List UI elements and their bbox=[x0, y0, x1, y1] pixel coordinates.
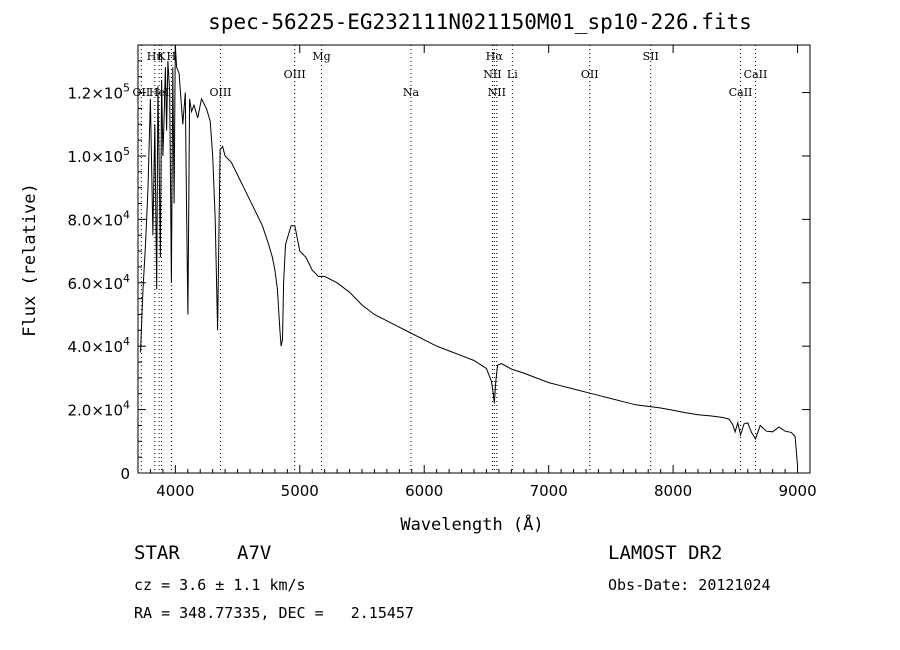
x-axis-label: Wavelength (Å) bbox=[400, 513, 543, 535]
y-tick-label-3: 6.0×104 bbox=[67, 272, 130, 293]
y-tick-exponent-2: 4 bbox=[123, 335, 130, 348]
object-subclass: A7V bbox=[237, 542, 272, 564]
y-tick-label-5: 1.0×105 bbox=[67, 145, 130, 166]
x-tick-label-4: 8000 bbox=[654, 482, 692, 500]
y-tick-label-1: 2.0×104 bbox=[67, 399, 130, 420]
line-label-top-0: Hη bbox=[147, 50, 163, 63]
line-label-mid-3: OII bbox=[581, 68, 599, 81]
object-class: STAR bbox=[134, 542, 180, 564]
line-label-top-2: H bbox=[167, 50, 177, 63]
line-label-low-3: Na bbox=[403, 86, 420, 99]
y-tick-exponent-4: 4 bbox=[123, 208, 130, 221]
y-tick-exponent-5: 5 bbox=[123, 145, 130, 158]
observation-date: Obs-Date: 20121024 bbox=[608, 576, 771, 594]
y-tick-mantissa-0: 0 bbox=[120, 465, 130, 483]
spectrum-line bbox=[140, 44, 799, 467]
line-label-low-5: CaII bbox=[729, 86, 753, 99]
plot-frame bbox=[137, 44, 811, 474]
line-label-top-3: Mg bbox=[312, 50, 330, 63]
x-tick-label-5: 9000 bbox=[778, 482, 816, 500]
line-label-top-1: K bbox=[157, 50, 166, 63]
y-tick-mantissa-4: 8.0×10 bbox=[67, 211, 123, 229]
line-label-mid-1: NII bbox=[483, 68, 501, 81]
y-tick-label-6: 1.2×105 bbox=[67, 82, 130, 103]
line-label-mid-2: Li bbox=[507, 68, 518, 81]
y-axis-ticks: 02.0×1044.0×1046.0×1048.0×1041.0×1051.2×… bbox=[67, 60, 810, 483]
x-tick-label-3: 7000 bbox=[530, 482, 568, 500]
line-label-top-5: SII bbox=[643, 50, 659, 63]
y-tick-exponent-6: 5 bbox=[123, 82, 130, 95]
y-tick-label-4: 8.0×104 bbox=[67, 208, 130, 229]
x-tick-label-2: 6000 bbox=[405, 482, 443, 500]
y-tick-label-0: 0 bbox=[120, 465, 130, 483]
y-tick-exponent-3: 4 bbox=[123, 272, 130, 285]
line-label-low-2: OIII bbox=[209, 86, 231, 99]
x-axis-ticks: 4000 5000 6000 7000 8000 9000 bbox=[137, 45, 817, 500]
line-label-top-4: Hα bbox=[486, 50, 504, 63]
y-tick-mantissa-5: 1.0×10 bbox=[67, 148, 123, 166]
chart-title: spec-56225-EG232111N021150M01_sp10-226.f… bbox=[208, 10, 752, 34]
redshift-cz: cz = 3.6 ± 1.1 km/s bbox=[134, 576, 306, 594]
y-axis-label: Flux (relative) bbox=[20, 183, 40, 337]
line-label-mid-4: CaII bbox=[744, 68, 768, 81]
y-tick-label-2: 4.0×104 bbox=[67, 335, 130, 356]
survey-name: LAMOST DR2 bbox=[608, 542, 723, 564]
y-tick-exponent-1: 4 bbox=[123, 399, 130, 412]
y-tick-mantissa-6: 1.2×10 bbox=[67, 85, 123, 103]
line-label-mid-0: OIII bbox=[284, 68, 306, 81]
x-tick-label-0: 4000 bbox=[156, 482, 194, 500]
ra-dec: RA = 348.77335, DEC = 2.15457 bbox=[134, 604, 414, 622]
y-tick-mantissa-3: 6.0×10 bbox=[67, 275, 123, 293]
x-tick-label-1: 5000 bbox=[281, 482, 319, 500]
y-tick-mantissa-2: 4.0×10 bbox=[67, 338, 123, 356]
y-tick-mantissa-1: 2.0×10 bbox=[67, 402, 123, 420]
line-label-low-4: NII bbox=[488, 86, 506, 99]
